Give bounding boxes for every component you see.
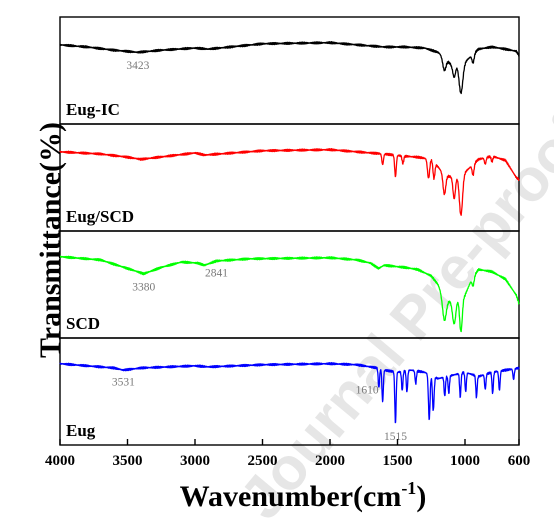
peak-label-3380: 3380 bbox=[132, 282, 155, 294]
panels-group: Eug-IC 3423 Eug/SCD SCD 3380 2841 Eug 3531 1610 1… bbox=[59, 16, 520, 446]
x-tick-label-3000: 3000 bbox=[180, 453, 210, 469]
peak-label-2841: 2841 bbox=[205, 268, 228, 280]
x-tick-label-4000: 4000 bbox=[45, 453, 75, 469]
x-axis-title-end: ) bbox=[416, 480, 426, 513]
x-tick-label-1500: 1500 bbox=[383, 453, 413, 469]
peak-label-3423: 3423 bbox=[126, 60, 149, 72]
panel-label-1: Eug/SCD bbox=[66, 207, 134, 226]
x-axis-title-main: Wavenumber(cm bbox=[180, 480, 402, 513]
x-tick-label-2000: 2000 bbox=[315, 453, 345, 469]
panel-label-2: SCD bbox=[66, 314, 100, 333]
x-tick-label-2500: 2500 bbox=[248, 453, 278, 469]
peak-label-1610: 1610 bbox=[356, 385, 379, 397]
peak-label-1515: 1515 bbox=[384, 431, 407, 443]
series-line-eug-scd bbox=[59, 148, 520, 216]
panel-frame-3 bbox=[59, 337, 520, 446]
x-tick-label-1000: 1000 bbox=[450, 453, 480, 469]
series-line-eug-ic bbox=[59, 41, 520, 95]
series-line-eug bbox=[59, 362, 520, 424]
panel-label-0: Eug-IC bbox=[66, 100, 120, 119]
panel-label-3: Eug bbox=[66, 421, 96, 440]
peak-label-3531: 3531 bbox=[112, 376, 135, 388]
series-line-scd bbox=[59, 255, 520, 333]
x-tick-label-3500: 3500 bbox=[113, 453, 143, 469]
x-axis-title: Wavenumber(cm-1) bbox=[180, 478, 427, 513]
x-axis: 4000 3500 3000 2500 2000 1500 1000 600 bbox=[45, 439, 530, 469]
x-axis-title-sup: -1 bbox=[401, 478, 416, 498]
x-tick-label-600: 600 bbox=[508, 453, 531, 469]
y-axis-title: Transmittance(%) bbox=[34, 122, 67, 358]
